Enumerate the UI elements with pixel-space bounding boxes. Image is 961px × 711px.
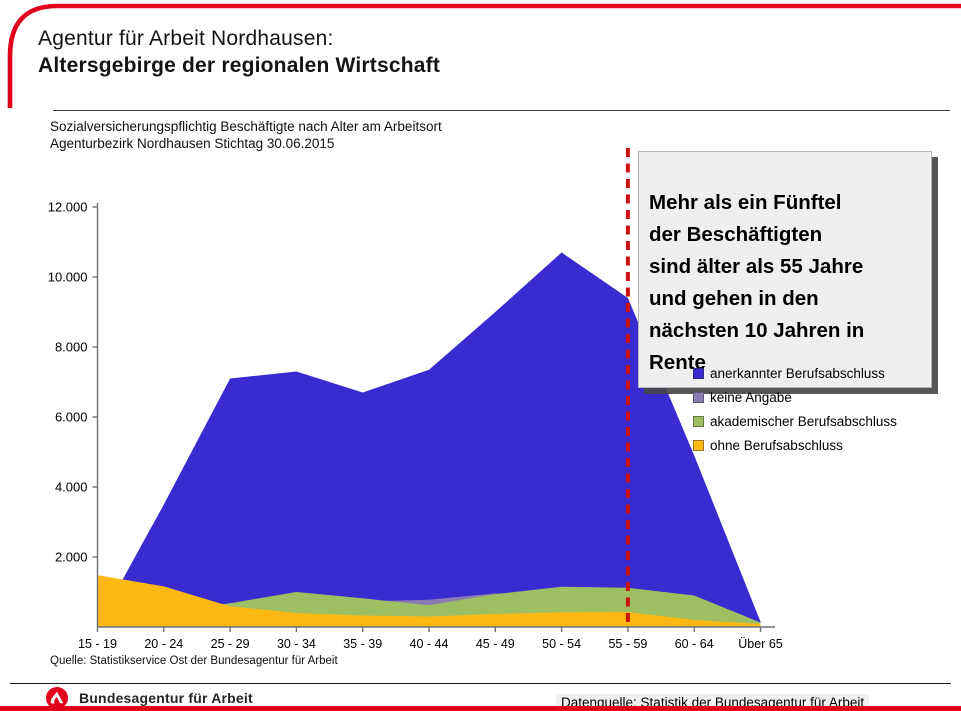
- legend-label: akademischer Berufsabschluss: [710, 413, 897, 429]
- footer-divider: [10, 683, 951, 684]
- x-tick-label: 50 - 54: [542, 637, 581, 651]
- chart-legend: anerkannter Berufsabschluss keine Angabe a…: [693, 361, 897, 457]
- x-tick-label: 35 - 39: [343, 637, 382, 651]
- callout-text: Mehr als ein Fünftel der Beschäftigten s…: [649, 191, 865, 374]
- x-tick-label: Über 65: [738, 637, 783, 651]
- x-tick-label: 60 - 64: [675, 637, 714, 651]
- brand-name: Bundesagentur für Arbeit: [79, 690, 253, 706]
- x-tick-label: 30 - 34: [277, 637, 316, 651]
- x-tick-label: 45 - 49: [476, 637, 515, 651]
- x-tick-label: 40 - 44: [410, 637, 449, 651]
- y-tick-label: 4.000: [55, 480, 88, 495]
- area-series-3: [97, 575, 761, 627]
- bottom-red-bar: [0, 706, 961, 711]
- callout-box: Mehr als ein Fünftel der Beschäftigten s…: [638, 151, 932, 388]
- legend-item-2: akademischer Berufsabschluss: [693, 409, 897, 433]
- legend-swatch-icon: [693, 391, 704, 403]
- legend-swatch-icon: [693, 367, 704, 379]
- legend-swatch-icon: [693, 415, 704, 427]
- area-series-0: [97, 252, 761, 627]
- chart-subtitle-line2: Agenturbezirk Nordhausen Stichtag 30.06.…: [50, 136, 335, 151]
- y-tick-label: 2.000: [55, 550, 88, 565]
- bundesagentur-logo-icon: [46, 687, 68, 709]
- y-tick-label: 6.000: [55, 410, 88, 425]
- title-block: Agentur für Arbeit Nordhausen: Altersgeb…: [38, 27, 440, 78]
- brand-block: Bundesagentur für Arbeit: [44, 685, 253, 711]
- y-tick-label: 12.000: [48, 200, 88, 215]
- legend-label: keine Angabe: [710, 389, 792, 405]
- chart-subtitle: Sozialversicherungspflichtig Beschäftigt…: [50, 118, 442, 152]
- legend-label: ohne Berufsabschluss: [710, 437, 843, 453]
- page-title: Agentur für Arbeit Nordhausen:: [38, 27, 334, 50]
- source-note: Quelle: Statistikservice Ost der Bundesa…: [50, 655, 338, 667]
- title-divider: [53, 110, 950, 111]
- x-tick-label: 15 - 19: [78, 637, 117, 651]
- y-tick-label: 8.000: [55, 340, 88, 355]
- x-tick-label: 55 - 59: [608, 637, 647, 651]
- legend-item-3: ohne Berufsabschluss: [693, 433, 897, 457]
- legend-item-0: anerkannter Berufsabschluss: [693, 361, 897, 385]
- legend-item-1: keine Angabe: [693, 385, 897, 409]
- y-tick-label: 10.000: [48, 270, 88, 285]
- legend-swatch-icon: [693, 439, 704, 451]
- legend-label: anerkannter Berufsabschluss: [710, 365, 885, 381]
- x-tick-label: 20 - 24: [144, 637, 183, 651]
- chart-subtitle-line1: Sozialversicherungspflichtig Beschäftigt…: [50, 119, 442, 134]
- x-tick-label: 25 - 29: [211, 637, 250, 651]
- page-subtitle-bold: Altersgebirge der regionalen Wirtschaft: [38, 54, 441, 77]
